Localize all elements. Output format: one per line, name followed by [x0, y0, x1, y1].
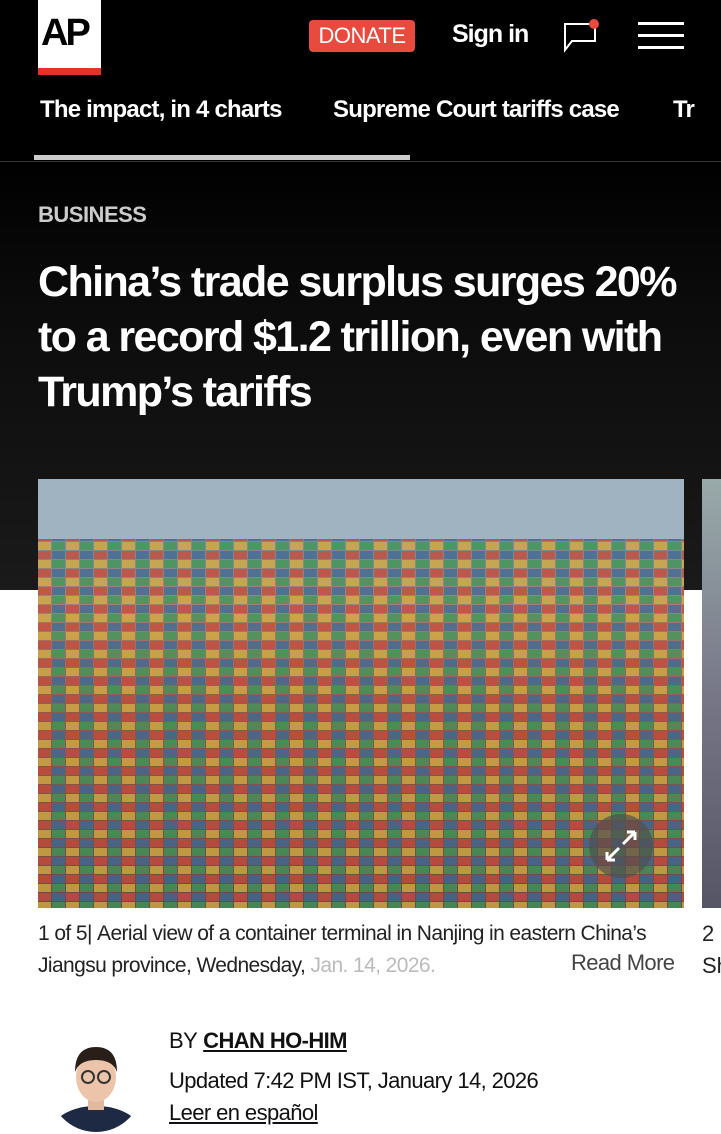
- read-more-button[interactable]: Read More: [567, 950, 687, 976]
- byline: BY CHAN HO-HIM: [169, 1028, 347, 1053]
- gallery-counter: 1 of 5: [38, 922, 88, 945]
- headline: China’s trade surplus surges 20% to a re…: [38, 258, 677, 416]
- photo-caption: 1 of 5| Aerial view of a container termi…: [38, 922, 647, 977]
- donate-button[interactable]: DONATE: [309, 20, 415, 52]
- menu-icon[interactable]: [638, 22, 684, 52]
- next-caption: 2Sh: [702, 921, 721, 978]
- sign-in-link[interactable]: Sign in: [452, 20, 529, 48]
- nav-item-trump[interactable]: Tr: [673, 96, 695, 123]
- container-terminal-image: [38, 479, 684, 908]
- divider: [0, 161, 721, 162]
- spanish-link[interactable]: Leer en español: [169, 1100, 318, 1125]
- expand-icon[interactable]: [589, 814, 653, 878]
- section-label[interactable]: BUSINESS: [38, 202, 147, 227]
- nav-item-impact[interactable]: The impact, in 4 charts: [40, 96, 282, 123]
- next-gallery-photo[interactable]: [702, 479, 721, 908]
- ap-logo[interactable]: AP: [38, 0, 101, 75]
- updated-timestamp: Updated 7:42 PM IST, January 14, 2026: [169, 1068, 539, 1093]
- topic-nav: The impact, in 4 charts Supreme Court ta…: [40, 96, 721, 128]
- author-avatar[interactable]: [48, 1032, 144, 1132]
- gallery-photo[interactable]: [38, 479, 684, 908]
- nav-scroll-indicator: [34, 155, 410, 160]
- nav-item-supreme-court[interactable]: Supreme Court tariffs case: [333, 96, 620, 123]
- chat-icon[interactable]: [562, 18, 602, 54]
- author-link[interactable]: CHAN HO-HIM: [203, 1028, 347, 1053]
